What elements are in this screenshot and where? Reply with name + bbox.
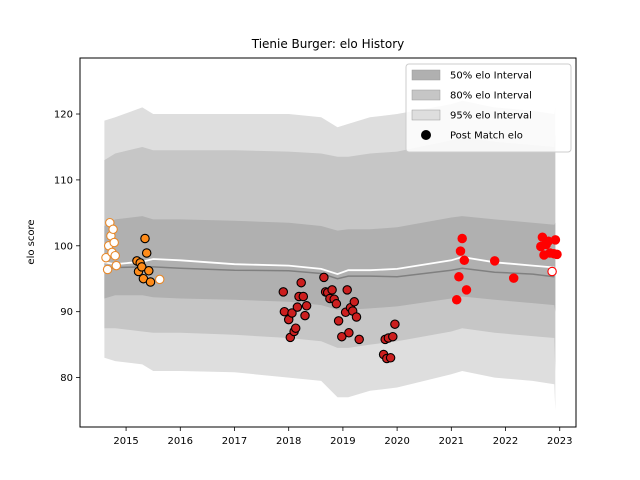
post-match-elo-points xyxy=(101,217,562,364)
x-tick-label: 2023 xyxy=(547,436,572,447)
post-match-elo-point xyxy=(278,287,289,297)
legend-swatch xyxy=(411,69,441,81)
post-match-elo-point xyxy=(508,273,519,283)
mean-elo-line xyxy=(104,256,555,276)
legend-box xyxy=(405,63,572,153)
y-axis-label: elo score xyxy=(26,219,37,264)
post-match-elo-point xyxy=(337,331,347,342)
x-tick-label: 2020 xyxy=(384,436,409,447)
post-match-elo-point xyxy=(489,256,500,266)
post-match-elo-point xyxy=(137,262,147,272)
legend-swatch xyxy=(411,89,441,101)
y-tick-label: 80 xyxy=(60,373,73,384)
post-match-elo-point xyxy=(457,233,467,244)
post-match-elo-point xyxy=(279,306,290,317)
post-match-elo-point xyxy=(550,235,561,245)
post-match-elo-point xyxy=(102,264,113,275)
post-match-elo-point xyxy=(300,310,310,321)
post-match-elo-point xyxy=(111,260,122,271)
post-match-elo-point xyxy=(455,246,466,256)
post-match-elo-point xyxy=(110,250,120,261)
post-match-elo-point xyxy=(461,285,472,295)
y-tick-label: 90 xyxy=(60,307,73,318)
legend-swatch xyxy=(411,109,441,121)
post-match-elo-point xyxy=(101,252,111,263)
legend-label: Post Match elo xyxy=(450,131,523,142)
post-match-elo-point xyxy=(108,224,118,235)
post-match-elo-point xyxy=(342,285,352,295)
post-match-elo-point xyxy=(319,272,329,283)
post-match-elo-point xyxy=(301,301,312,311)
legend-label: 50% elo Interval xyxy=(450,71,532,82)
post-match-elo-point xyxy=(344,328,354,338)
post-match-elo-point xyxy=(140,233,150,244)
post-match-elo-point xyxy=(349,297,360,307)
post-match-elo-point xyxy=(292,302,303,312)
plot-frame xyxy=(79,57,577,428)
post-match-elo-point xyxy=(547,266,557,277)
post-match-elo-point xyxy=(451,295,462,305)
x-axis: 2015 2016 2017 2018 2019 2020 2021 2022 2023 xyxy=(113,427,572,447)
post-match-elo-point xyxy=(145,277,156,287)
legend-label: 80% elo Interval xyxy=(450,91,532,102)
legend-marker xyxy=(421,130,431,140)
legend-label: 95% elo Interval xyxy=(450,111,532,122)
x-tick-label: 2022 xyxy=(493,436,518,447)
post-match-elo-point xyxy=(327,285,337,295)
post-match-elo-point xyxy=(388,331,398,342)
elo-interval-bands xyxy=(104,100,556,411)
post-match-elo-point xyxy=(290,323,301,333)
post-match-elo-point xyxy=(385,353,396,363)
y-tick-label: 120 xyxy=(54,110,73,121)
post-match-elo-point xyxy=(333,316,344,326)
post-match-elo-point xyxy=(331,299,342,309)
post-match-elo-point xyxy=(390,319,400,329)
y-axis: 80 90 100 110 120 xyxy=(54,110,80,384)
chart-title: Tienie Burger: elo History xyxy=(251,37,405,51)
band-50 xyxy=(104,216,556,312)
post-match-elo-point xyxy=(141,248,152,258)
post-match-elo-point xyxy=(552,249,562,260)
post-match-elo-point xyxy=(354,334,364,345)
post-match-elo-point xyxy=(154,274,165,285)
y-tick-label: 100 xyxy=(54,241,73,252)
legend: 50% elo Interval 80% elo Interval 95% elo … xyxy=(405,63,572,153)
post-match-elo-point xyxy=(298,291,309,302)
post-match-elo-point xyxy=(296,277,306,288)
x-tick-label: 2019 xyxy=(330,436,355,447)
x-tick-label: 2021 xyxy=(439,436,464,447)
x-tick-label: 2018 xyxy=(276,436,301,447)
post-match-elo-point xyxy=(454,272,464,282)
x-tick-label: 2017 xyxy=(222,436,247,447)
x-tick-label: 2016 xyxy=(168,436,193,447)
post-match-elo-point xyxy=(109,237,119,248)
post-match-elo-point xyxy=(287,308,297,318)
post-match-elo-point xyxy=(351,312,362,322)
x-tick-label: 2015 xyxy=(113,436,138,447)
y-tick-label: 110 xyxy=(54,175,73,186)
post-match-elo-point xyxy=(144,266,154,276)
post-match-elo-point xyxy=(459,255,470,266)
